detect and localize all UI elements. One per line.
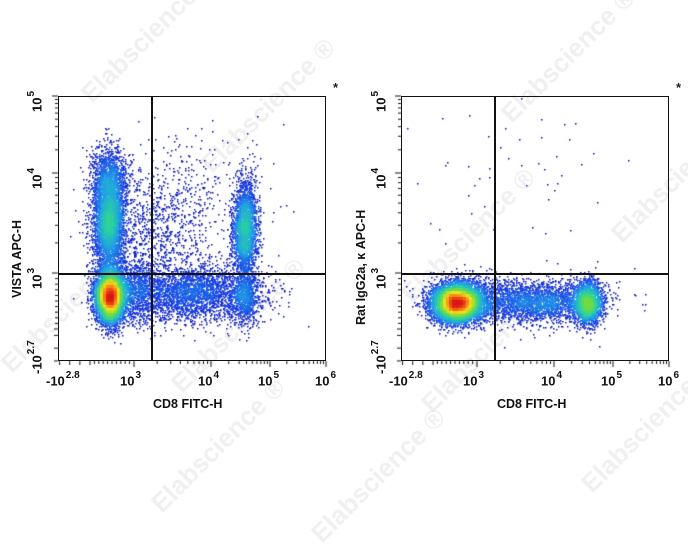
y-tick-label: 105 xyxy=(370,90,389,112)
y-tick-label: 104 xyxy=(370,167,389,189)
x-tick-label: 104 xyxy=(541,370,563,389)
x-tick-label: 104 xyxy=(198,370,220,389)
x-tick-label: 106 xyxy=(315,370,337,389)
x-tick-label: 103 xyxy=(120,370,142,389)
y-axis-label: Rat IgG2a, κ APC-H xyxy=(354,209,368,325)
x-tick-label: 105 xyxy=(258,370,280,389)
y-tick-label: 104 xyxy=(26,167,45,189)
plot-panel-vista: * 105 104 103 -102.7 VISTA APC-H -102.8 … xyxy=(0,0,344,490)
y-tick-label: 103 xyxy=(26,267,45,289)
x-tick-label: 103 xyxy=(463,370,485,389)
x-axis-label: CD8 FITC-H xyxy=(153,397,223,411)
y-tick-label: -102.7 xyxy=(370,340,389,374)
marker-asterisk: * xyxy=(676,80,682,95)
x-tick-label: 106 xyxy=(658,370,680,389)
y-axis-label: VISTA APC-H xyxy=(10,219,24,298)
y-tick-label: 105 xyxy=(26,90,45,112)
quadrant-gate-vertical[interactable] xyxy=(494,96,496,360)
plot-frame xyxy=(58,96,326,361)
quadrant-gate-vertical[interactable] xyxy=(151,96,153,360)
plot-panel-isotype: * 105 104 103 -102.7 Rat IgG2a, κ APC-H … xyxy=(344,0,688,490)
plot-frame xyxy=(401,96,669,361)
y-tick-label: 103 xyxy=(370,267,389,289)
marker-asterisk: * xyxy=(333,80,339,95)
x-tick-label: -102.8 xyxy=(46,370,80,389)
x-tick-label: -102.8 xyxy=(389,370,423,389)
y-tick-label: -102.7 xyxy=(26,340,45,374)
quadrant-gate-horizontal[interactable] xyxy=(401,273,669,275)
quadrant-gate-horizontal[interactable] xyxy=(58,273,326,275)
x-tick-label: 105 xyxy=(601,370,623,389)
x-axis-label: CD8 FITC-H xyxy=(497,397,567,411)
axis-ticks xyxy=(0,0,344,490)
